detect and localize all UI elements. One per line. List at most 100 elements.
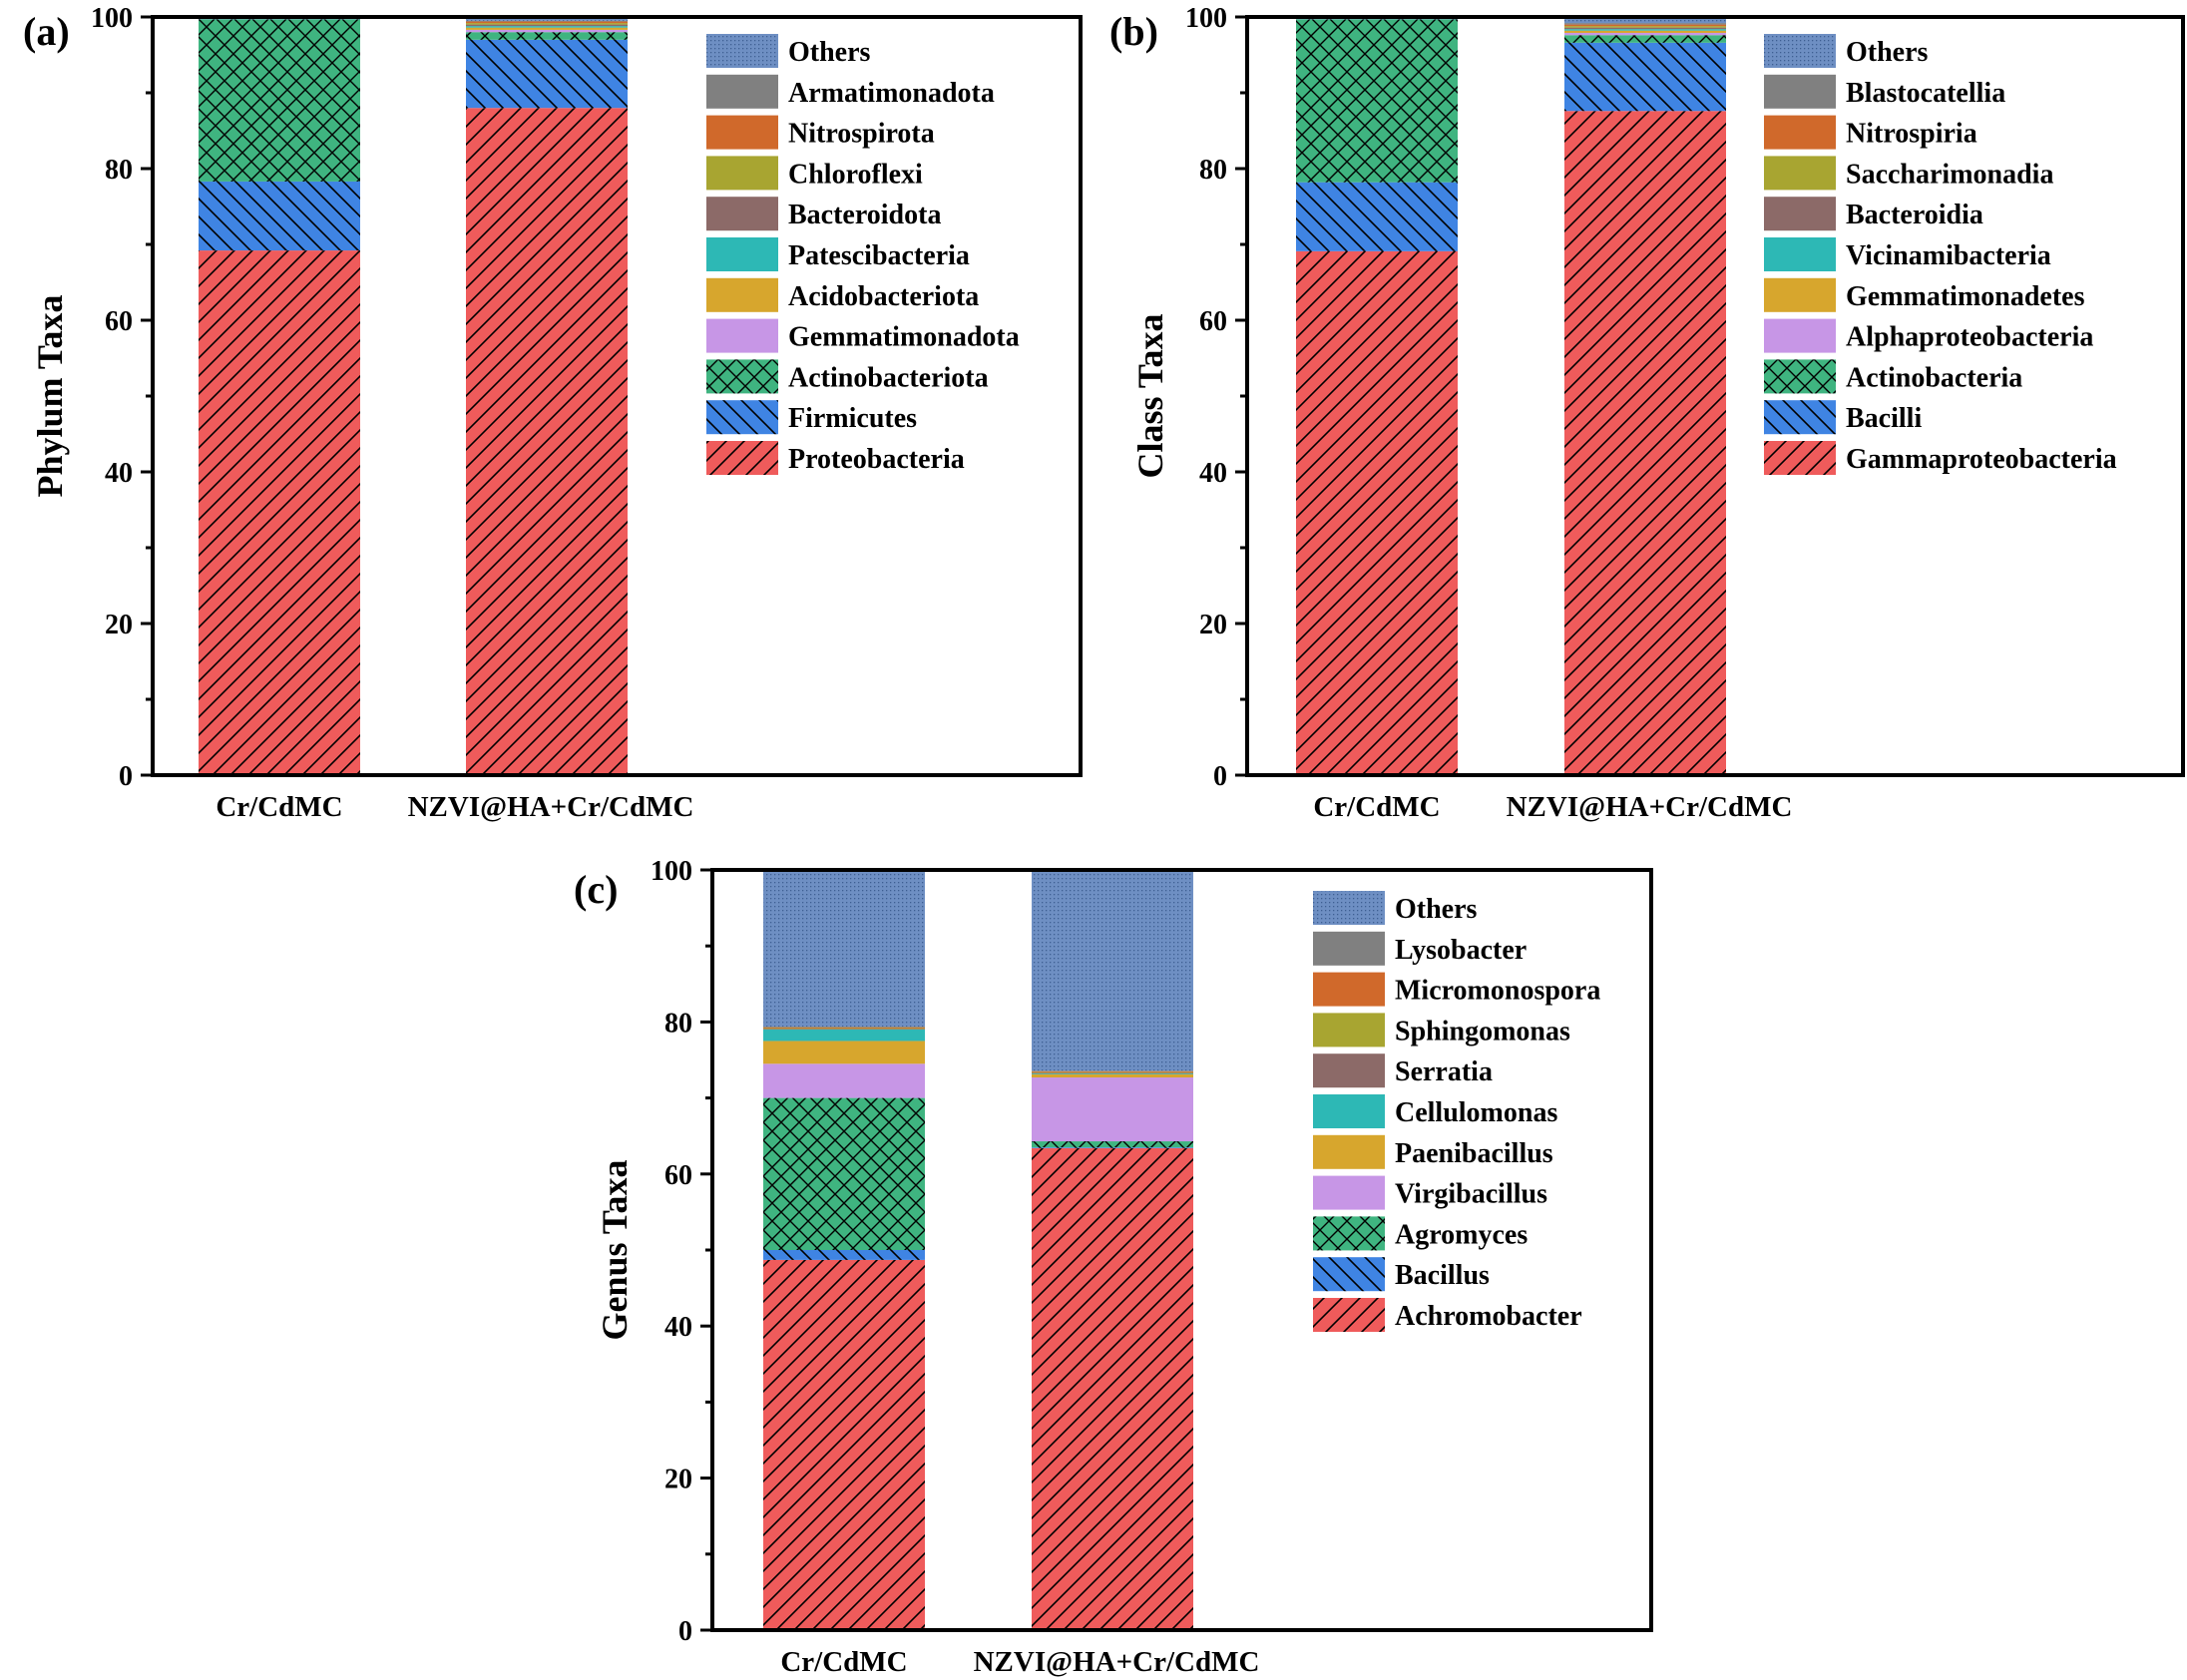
panel-label: (b) <box>1109 9 1158 54</box>
y-tick-label: 0 <box>119 761 133 792</box>
legend-label: Firmicutes <box>788 403 917 434</box>
legend-swatch <box>706 156 778 191</box>
y-tick-label: 20 <box>105 610 133 640</box>
legend-swatch <box>1764 74 1836 109</box>
category-label: Cr/CdMC <box>1313 791 1440 823</box>
legend-swatch <box>706 197 778 231</box>
bar-segment <box>1032 1077 1193 1142</box>
y-tick-label: 0 <box>678 1616 692 1647</box>
legend-swatch-hatch <box>1764 441 1836 475</box>
bar-segment <box>1564 26 1726 28</box>
legend-label: Gammaproteobacteria <box>1846 444 2117 475</box>
panel-label: (c) <box>574 867 618 912</box>
chart-panel-2: Cr/CdMC NZVI@HA+Cr/CdMC 0 20 40 60 80 100 Genus … <box>574 856 1653 1678</box>
bar-segment <box>1564 24 1726 27</box>
legend-label: Lysobacter <box>1395 935 1527 966</box>
legend-label: Blastocatellia <box>1846 78 2005 109</box>
legend-label: Virgibacillus <box>1395 1179 1547 1210</box>
bar-segment <box>466 26 628 28</box>
bar-segment-hatch <box>763 1250 925 1260</box>
legend-swatch-hatch <box>1313 1257 1385 1292</box>
legend-swatch <box>706 318 778 353</box>
bar-segment <box>763 1028 925 1030</box>
legend-label: Armatimonadota <box>788 78 995 109</box>
bar-segment-hatch <box>1032 870 1193 1071</box>
bar-segment-hatch <box>763 1259 925 1630</box>
y-tick-label: 80 <box>1199 155 1227 186</box>
legend-label: Actinobacteriota <box>788 362 989 393</box>
y-tick-label: 60 <box>105 306 133 337</box>
legend-swatch <box>1313 972 1385 1007</box>
category-label: Cr/CdMC <box>216 791 342 823</box>
category-label: NZVI@HA+Cr/CdMC <box>408 791 694 823</box>
legend-label: Others <box>1846 37 1929 68</box>
legend-swatch <box>1313 1053 1385 1088</box>
bar-segment-hatch <box>1032 1147 1193 1148</box>
bar-segment-hatch <box>199 181 360 251</box>
bar-segment-hatch <box>763 1097 925 1250</box>
legend-label: Achromobacter <box>1395 1301 1582 1332</box>
legend-swatch <box>1313 931 1385 966</box>
y-tick-label: 20 <box>664 1465 692 1495</box>
category-label: NZVI@HA+Cr/CdMC <box>974 1646 1260 1678</box>
bar-segment-hatch <box>1564 17 1726 24</box>
bar-segment <box>763 1029 925 1031</box>
bar-segment <box>763 1041 925 1064</box>
legend-label: Gemmatimonadota <box>788 322 1020 353</box>
y-axis-title: Phylum Taxa <box>30 294 70 497</box>
legend-label: Others <box>788 37 871 68</box>
chart-panel-0: Cr/CdMC NZVI@HA+Cr/CdMC 0 20 40 60 80 100 Phylum… <box>23 3 1083 823</box>
legend-label: Bacilli <box>1846 403 1922 434</box>
y-tick-label: 100 <box>91 3 133 34</box>
legend-label: Sphingomonas <box>1395 1016 1570 1047</box>
bar-segment <box>763 1063 925 1098</box>
legend-label: Proteobacteria <box>788 444 965 475</box>
bar-segment-hatch <box>466 108 628 775</box>
legend-swatch <box>1764 237 1836 271</box>
y-tick-label: 20 <box>1199 610 1227 640</box>
bar-segment <box>1564 32 1726 36</box>
legend-swatch <box>1313 1094 1385 1128</box>
legend-swatch-hatch <box>1764 34 1836 68</box>
bar-segment-hatch <box>466 32 628 40</box>
legend-swatch <box>1764 115 1836 150</box>
legend-label: Patescibacteria <box>788 240 970 271</box>
legend-label: Saccharimonadia <box>1846 159 2053 190</box>
legend-label: Chloroflexi <box>788 159 923 190</box>
legend-label: Gemmatimonadetes <box>1846 281 2085 312</box>
bar-segment-hatch <box>1296 250 1458 776</box>
bar-segment <box>466 29 628 33</box>
y-tick-label: 40 <box>105 458 133 489</box>
bar-segment <box>466 24 628 27</box>
chart-panel-1: Cr/CdMC NZVI@HA+Cr/CdMC 0 20 40 60 80 100 Class … <box>1109 3 2185 823</box>
legend-label: Nitrospirota <box>788 119 935 150</box>
legend-swatch-hatch <box>706 34 778 68</box>
legend-label: Bacillus <box>1395 1260 1490 1291</box>
y-tick-label: 0 <box>1213 761 1227 792</box>
bar-segment-hatch <box>763 870 925 1027</box>
bar-segment <box>1564 27 1726 30</box>
bar-segment-hatch <box>199 250 360 775</box>
legend-swatch-hatch <box>706 441 778 475</box>
bar-segment <box>1032 1071 1193 1073</box>
legend-swatch <box>706 277 778 312</box>
legend-swatch <box>1764 277 1836 312</box>
bar-segment-hatch <box>1296 19 1458 183</box>
legend-label: Micromonospora <box>1395 976 1600 1007</box>
legend-swatch <box>1764 318 1836 353</box>
legend-label: Actinobacteria <box>1846 362 2022 393</box>
bar-segment <box>1032 1070 1193 1071</box>
legend-label: Agromyces <box>1395 1219 1528 1250</box>
legend-swatch-hatch <box>1764 359 1836 394</box>
legend-label: Nitrospiria <box>1846 119 1977 150</box>
bar-segment <box>763 1027 925 1029</box>
y-tick-label: 80 <box>105 155 133 186</box>
bar-segment <box>466 23 628 25</box>
legend-label: Bacteroidia <box>1846 200 1983 230</box>
bar-segment <box>466 21 628 24</box>
y-tick-label: 80 <box>664 1008 692 1039</box>
category-label: NZVI@HA+Cr/CdMC <box>1507 791 1793 823</box>
y-axis-title: Genus Taxa <box>595 1159 635 1340</box>
y-tick-label: 100 <box>651 856 692 887</box>
